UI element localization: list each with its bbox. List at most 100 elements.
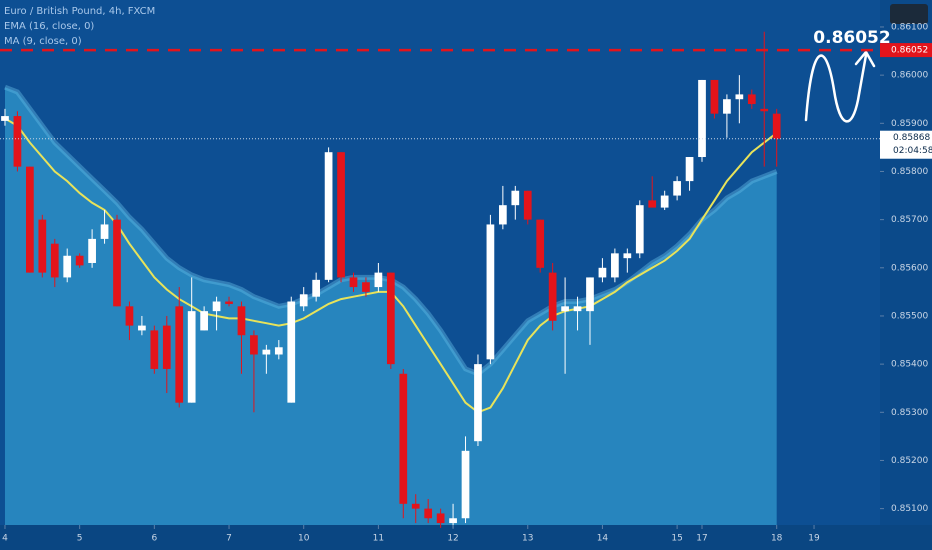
candle-body <box>374 272 383 288</box>
candle-body <box>175 306 184 403</box>
chart-title: Euro / British Pound, 4h, FXCM <box>4 6 155 17</box>
countdown-label: 02:04:58 <box>893 146 932 156</box>
y-tick-label: 0.85200 <box>891 456 928 466</box>
candle-body <box>362 282 370 292</box>
x-tick-label: 15 <box>671 534 682 544</box>
candle-body <box>50 243 59 278</box>
y-tick-label: 0.85100 <box>891 504 928 514</box>
candle-body <box>150 330 159 369</box>
target-price-label: 0.86052 <box>891 46 928 56</box>
candle-body <box>760 108 769 112</box>
candle-body <box>237 306 246 336</box>
x-tick-label: 10 <box>298 534 310 544</box>
candle-body <box>212 301 221 312</box>
candle-body <box>312 279 321 297</box>
candle-body <box>337 152 345 278</box>
candle-body <box>262 349 271 355</box>
y-tick-label: 0.86100 <box>891 22 928 32</box>
price-axis-background <box>880 0 932 525</box>
x-tick-label: 19 <box>808 534 820 544</box>
last-price-box <box>880 130 932 159</box>
x-tick-label: 12 <box>447 534 458 544</box>
x-tick-label: 13 <box>522 534 533 544</box>
legend-entry: MA (9, close, 0) <box>4 36 82 47</box>
candle-body <box>200 311 208 331</box>
y-tick-label: 0.85900 <box>891 119 928 129</box>
candle-body <box>386 272 395 365</box>
candle-body <box>536 219 545 268</box>
candle-body <box>38 219 47 273</box>
candle-body <box>75 255 84 266</box>
y-tick-label: 0.85400 <box>891 360 928 370</box>
candle-body <box>449 518 457 524</box>
candle-body <box>723 99 731 114</box>
candle-body <box>349 277 358 288</box>
candle-body <box>648 200 657 208</box>
x-tick-label: 5 <box>77 534 83 544</box>
candle-body <box>772 113 781 139</box>
candle-body <box>523 190 532 220</box>
candle-body <box>573 306 582 312</box>
candle-body <box>299 294 308 307</box>
x-tick-label: 7 <box>226 534 232 544</box>
candle-body <box>138 325 146 331</box>
candle-body <box>710 79 719 114</box>
candle-body <box>424 508 433 519</box>
candle-body <box>411 503 420 509</box>
x-tick-label: 18 <box>771 534 783 544</box>
y-tick-label: 0.85800 <box>891 167 928 177</box>
candle-body <box>162 325 171 369</box>
candle-body <box>498 205 507 225</box>
candle-body <box>623 253 632 259</box>
candle-body <box>511 190 520 206</box>
candle-body <box>735 94 744 100</box>
y-tick-label: 0.86000 <box>891 71 928 81</box>
candle-body <box>63 255 72 278</box>
candle-body <box>250 335 258 355</box>
candle-body <box>13 116 22 167</box>
candle-body <box>399 373 408 504</box>
candle-body <box>287 301 296 403</box>
candle-body <box>26 166 34 273</box>
candle-body <box>274 347 283 355</box>
candle-body <box>1 116 9 121</box>
y-tick-label: 0.85300 <box>891 408 928 418</box>
candle-body <box>635 205 644 254</box>
candle-body <box>698 79 706 158</box>
x-tick-label: 6 <box>151 534 157 544</box>
candle-body <box>611 253 619 278</box>
candle-body <box>685 157 694 182</box>
main-layer <box>1 31 781 528</box>
candle-body <box>486 224 495 360</box>
target-annotation: 0.86052 <box>813 28 890 48</box>
candle-body <box>673 181 681 196</box>
candle-body <box>436 513 445 524</box>
x-tick-label: 14 <box>597 534 609 544</box>
candle-body <box>113 219 121 307</box>
time-axis-background <box>0 525 932 550</box>
x-tick-label: 17 <box>696 534 707 544</box>
candle-body <box>474 364 482 442</box>
target-price-box <box>880 43 932 58</box>
x-tick-label: 11 <box>373 534 384 544</box>
y-tick-label: 0.85600 <box>891 263 928 273</box>
candle-body <box>548 272 557 321</box>
legend-entry: EMA (16, close, 0) <box>4 21 94 32</box>
arrow-head <box>854 50 876 68</box>
candle-body <box>586 277 594 312</box>
hand-drawn-arrow <box>804 53 868 123</box>
candle-body <box>324 152 333 280</box>
candle-body <box>187 311 196 403</box>
candle-body <box>561 306 569 312</box>
x-tick-label: 4 <box>2 534 8 544</box>
candle-body <box>125 306 134 326</box>
candle-body <box>747 94 756 105</box>
candle-body <box>88 238 96 263</box>
y-tick-label: 0.85500 <box>891 311 928 321</box>
toolbar-button[interactable] <box>890 4 928 24</box>
candle-body <box>225 301 233 304</box>
candle-body <box>461 450 470 519</box>
candle-body <box>660 195 669 208</box>
candle-body <box>100 224 109 239</box>
